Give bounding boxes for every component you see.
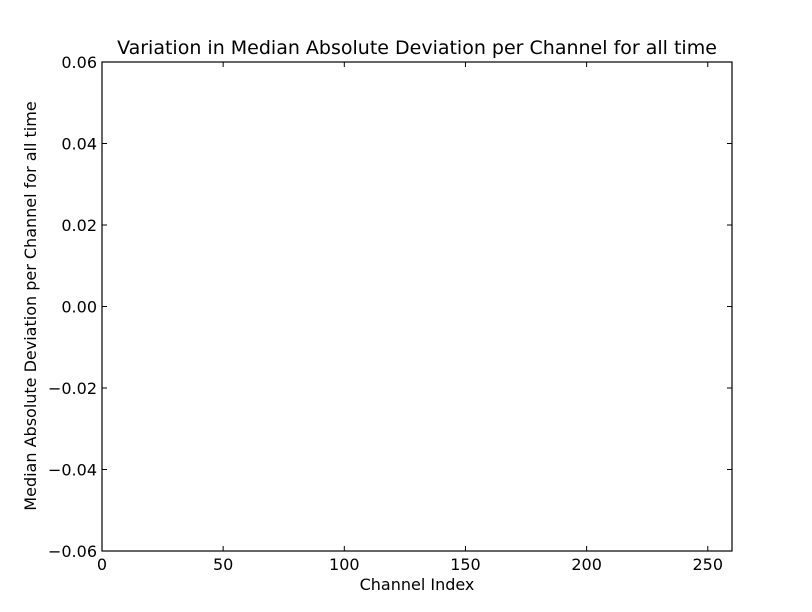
x-axis-label: Channel Index	[360, 575, 475, 594]
y-tick-label: −0.02	[48, 379, 97, 398]
chart-title: Variation in Median Absolute Deviation p…	[117, 37, 717, 59]
y-tick-label: 0.04	[61, 135, 97, 154]
plot-area	[101, 61, 733, 552]
x-axis: 0 50 100 150 200 250	[97, 62, 723, 574]
x-tick-label: 0	[97, 555, 107, 574]
y-tick-label: 0.02	[61, 216, 97, 235]
x-tick-label: 250	[692, 555, 723, 574]
y-axis: −0.06 −0.04 −0.02 0.00 0.02 0.04 0.06	[48, 53, 732, 561]
y-axis-label: Median Absolute Deviation per Channel fo…	[21, 101, 40, 510]
y-tick-label: 0.00	[61, 298, 97, 317]
x-tick-label: 200	[571, 555, 602, 574]
x-tick-label: 150	[450, 555, 481, 574]
x-tick-label: 100	[329, 555, 360, 574]
y-tick-label: 0.06	[61, 53, 97, 72]
y-tick-label: −0.04	[48, 461, 97, 480]
y-tick-label: −0.06	[48, 542, 97, 561]
x-tick-label: 50	[213, 555, 233, 574]
